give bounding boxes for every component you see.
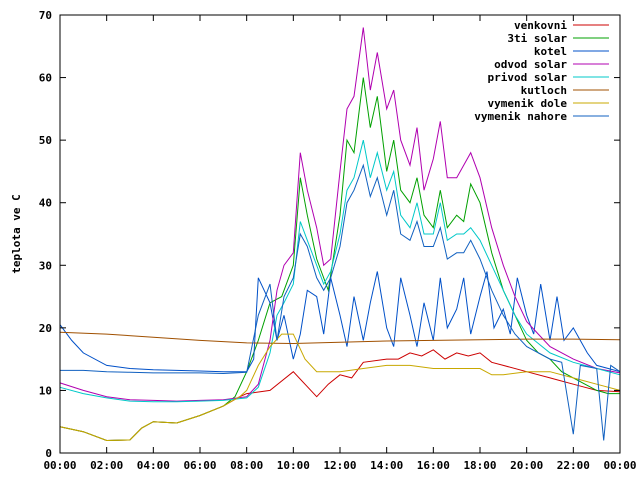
x-tick-label: 16:00: [417, 459, 450, 472]
y-tick-label: 50: [39, 134, 52, 147]
y-tick-label: 40: [39, 197, 52, 210]
series-line-kotel: [59, 271, 621, 373]
legend-label: venkovni: [514, 19, 567, 32]
series-line-kutloch: [59, 331, 621, 345]
plot-lines: [59, 27, 621, 442]
x-tick-label: 00:00: [43, 459, 76, 472]
x-tick-label: 18:00: [463, 459, 496, 472]
x-tick-label: 00:00: [603, 459, 636, 472]
x-tick-label: 14:00: [370, 459, 403, 472]
legend-label: vymenik dole: [488, 97, 568, 110]
legend-label: kutloch: [521, 84, 567, 97]
y-tick-label: 10: [39, 384, 52, 397]
x-tick-label: 04:00: [137, 459, 170, 472]
y-tick-label: 0: [45, 447, 52, 460]
legend-label: kotel: [534, 45, 567, 58]
x-tick-label: 08:00: [230, 459, 263, 472]
legend-label: privod solar: [488, 71, 568, 84]
y-tick-label: 60: [39, 72, 52, 85]
x-tick-label: 20:00: [510, 459, 543, 472]
x-tick-label: 22:00: [557, 459, 590, 472]
legend-label: vymenik nahore: [474, 110, 567, 123]
y-tick-label: 20: [39, 322, 52, 335]
legend-label: odvod solar: [494, 58, 567, 71]
y-axis-ticks: 0 10 20 30 40 50 60 70: [39, 9, 620, 460]
series-line-vymenik-nahore: [60, 163, 621, 441]
x-tick-label: 02:00: [90, 459, 123, 472]
legend-label: 3ti solar: [507, 32, 567, 45]
y-tick-label: 30: [39, 259, 52, 272]
x-tick-label: 10:00: [277, 459, 310, 472]
x-tick-label: 12:00: [323, 459, 356, 472]
x-axis-ticks: 00:00 02:00 04:00 06:00 08:00 10:00 12:00 14:00…: [43, 15, 637, 472]
y-axis-label: teplota ve C: [10, 194, 23, 273]
x-tick-label: 06:00: [183, 459, 216, 472]
series-line-vymenik-dole: [59, 333, 621, 442]
y-tick-label: 70: [39, 9, 52, 22]
